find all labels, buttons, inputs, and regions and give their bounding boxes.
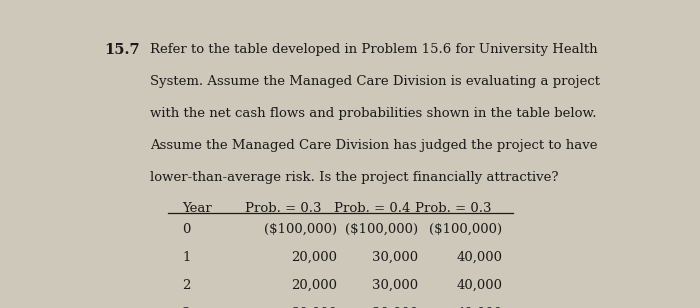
Text: Refer to the table developed in Problem 15.6 for University Health: Refer to the table developed in Problem …	[150, 43, 598, 56]
Text: 20,000: 20,000	[291, 307, 337, 308]
Text: Prob. = 0.3: Prob. = 0.3	[415, 202, 492, 215]
Text: 3: 3	[183, 307, 191, 308]
Text: Prob. = 0.3: Prob. = 0.3	[244, 202, 321, 215]
Text: Prob. = 0.4: Prob. = 0.4	[334, 202, 410, 215]
Text: 40,000: 40,000	[456, 307, 503, 308]
Text: ($100,000): ($100,000)	[345, 223, 419, 236]
Text: ($100,000): ($100,000)	[264, 223, 337, 236]
Text: with the net cash flows and probabilities shown in the table below.: with the net cash flows and probabilitie…	[150, 107, 596, 120]
Text: ($100,000): ($100,000)	[429, 223, 503, 236]
Text: 1: 1	[183, 251, 191, 264]
Text: 15.7: 15.7	[104, 43, 139, 57]
Text: System. Assume the Managed Care Division is evaluating a project: System. Assume the Managed Care Division…	[150, 75, 600, 88]
Text: 2: 2	[183, 279, 191, 292]
Text: 0: 0	[183, 223, 191, 236]
Text: 20,000: 20,000	[291, 251, 337, 264]
Text: 40,000: 40,000	[456, 279, 503, 292]
Text: lower-than-average risk. Is the project financially attractive?: lower-than-average risk. Is the project …	[150, 171, 559, 184]
Text: 30,000: 30,000	[372, 279, 419, 292]
Text: Year: Year	[183, 202, 212, 215]
Text: 30,000: 30,000	[372, 251, 419, 264]
Text: Assume the Managed Care Division has judged the project to have: Assume the Managed Care Division has jud…	[150, 139, 597, 152]
Text: 30,000: 30,000	[372, 307, 419, 308]
Text: 40,000: 40,000	[456, 251, 503, 264]
Text: 20,000: 20,000	[291, 279, 337, 292]
